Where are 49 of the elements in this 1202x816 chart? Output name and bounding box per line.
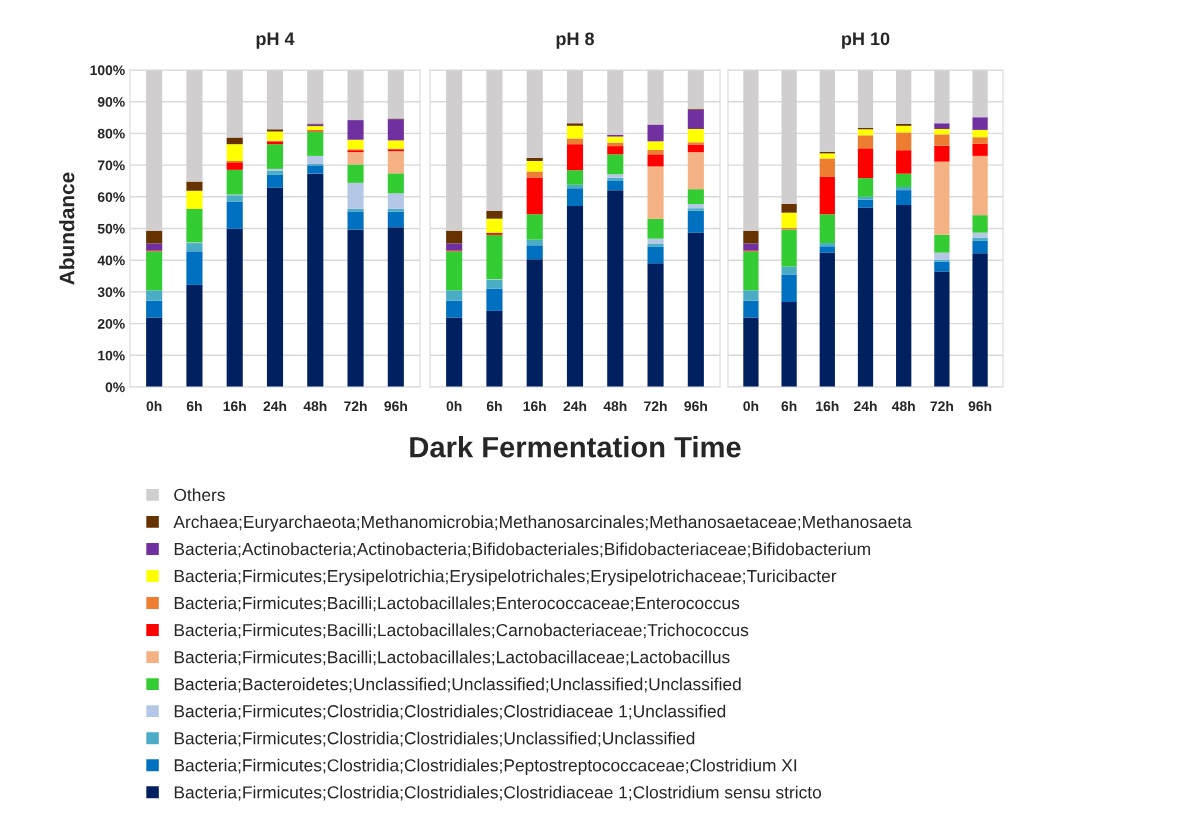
- y-tick-label: 60%: [97, 192, 125, 202]
- y-tick-label: 0%: [105, 382, 125, 393]
- x-tick-label: 24h: [854, 400, 877, 411]
- x-tick-label: 48h: [603, 400, 627, 412]
- x-tick-label: 0h: [743, 400, 759, 412]
- x-tick-label: 96h: [968, 400, 992, 412]
- legend-label: Bacteria;Firmicutes;Clostridia;Clostridiales;Clostridiaceae 1;Clostridium sensu stricto: [174, 785, 822, 801]
- legend-label: Others: [174, 488, 225, 502]
- x-tick-label: 6h: [186, 400, 202, 412]
- x-tick-label: 16h: [523, 400, 546, 412]
- y-tick-label: 30%: [97, 287, 125, 298]
- chart-title: pH 4: [256, 32, 295, 49]
- chart-title: pH 8: [556, 32, 595, 49]
- legend-label: Bacteria;Firmicutes;Clostridia;Clostridiales;Unclassified;Unclassified: [174, 731, 695, 747]
- y-tick-label: 50%: [97, 223, 125, 234]
- y-tick-label: 90%: [97, 97, 125, 107]
- x-tick-label: 96h: [684, 400, 707, 412]
- x-tick-label: 72h: [644, 400, 667, 411]
- legend-label: Bacteria;Firmicutes;Clostridia;Clostridiales;Clostridiaceae 1;Unclassified: [174, 704, 726, 720]
- legend-label: Archaea;Euryarchaeota;Methanomicrobia;Methanosarcinales;Methanosaetaceae;Methanosaeta: [173, 515, 912, 532]
- x-tick-label: 24h: [563, 400, 587, 411]
- chart-title: pH 10: [842, 32, 890, 49]
- legend-label: Bacteria;Firmicutes;Clostridia;Clostridiales;Peptostreptococcaceae;Clostridium XI: [174, 758, 797, 775]
- y-tick-label: 70%: [97, 160, 125, 171]
- x-tick-label: 16h: [223, 400, 246, 412]
- x-axis-title: Dark Fermentation Time: [410, 436, 741, 458]
- y-axis-title: Abundance: [59, 172, 75, 285]
- legend-label: Bacteria;Firmicutes;Bacilli;Lactobacillales;Enterococcaceae;Enterococcus: [174, 596, 740, 612]
- legend-label: Bacteria;Bacteroidetes;Unclassified;Unclassified;Unclassified;Unclassified: [174, 677, 741, 693]
- x-tick-label: 16h: [816, 400, 839, 412]
- x-tick-label: 24h: [263, 400, 287, 411]
- y-tick-label: 100%: [90, 65, 125, 76]
- x-tick-label: 0h: [146, 400, 162, 412]
- y-tick-label: 10%: [98, 350, 125, 361]
- x-tick-label: 72h: [930, 400, 953, 411]
- x-tick-label: 6h: [486, 400, 502, 412]
- y-tick-label: 40%: [97, 255, 125, 266]
- x-tick-label: 6h: [781, 400, 797, 412]
- x-tick-label: 48h: [891, 400, 915, 412]
- y-tick-label: 20%: [97, 318, 125, 329]
- x-tick-label: 72h: [344, 400, 367, 411]
- legend-label: Bacteria;Firmicutes;Erysipelotrichia;Erysipelotrichales;Erysipelotrichaceae;Turicibacter: [174, 569, 837, 586]
- legend-label: Bacteria;Actinobacteria;Actinobacteria;Bifidobacteriales;Bifidobacteriaceae;Bifidobacterium: [174, 542, 870, 558]
- x-tick-label: 96h: [384, 400, 407, 412]
- y-tick-label: 80%: [97, 128, 125, 139]
- x-tick-label: 0h: [446, 400, 462, 412]
- legend-label: Bacteria;Firmicutes;Bacilli;Lactobacillales;Lactobacillaceae;Lactobacillus: [174, 650, 730, 666]
- x-tick-label: 48h: [303, 400, 327, 412]
- legend-label: Bacteria;Firmicutes;Bacilli;Lactobacillales;Carnobacteriaceae;Trichococcus: [174, 623, 749, 639]
